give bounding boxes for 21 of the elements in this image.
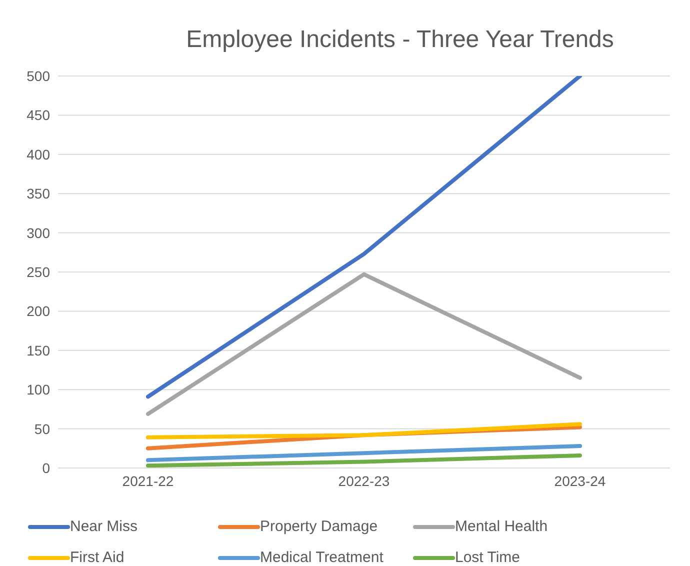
x-tick-label: 2022-23: [338, 472, 390, 489]
x-tick-label: 2023-24: [554, 472, 606, 489]
y-tick-label: 500: [26, 68, 50, 84]
legend-label: Mental Health: [455, 518, 548, 535]
y-tick-label: 300: [26, 224, 50, 241]
legend-label: First Aid: [70, 549, 124, 566]
legend-label: Property Damage: [260, 518, 378, 535]
chart-title: Employee Incidents - Three Year Trends: [185, 25, 615, 55]
y-tick-label: 200: [26, 303, 50, 320]
y-tick-label: 150: [26, 342, 50, 358]
y-tick-label: 400: [26, 146, 50, 162]
legend-label: Lost Time: [455, 549, 520, 566]
y-tick-label: 50: [34, 420, 50, 437]
y-tick-label: 450: [26, 107, 50, 124]
legend-label: Medical Treatment: [260, 549, 384, 566]
legend-label: Near Miss: [70, 518, 138, 535]
y-tick-label: 350: [26, 186, 50, 202]
y-tick-label: 100: [26, 382, 50, 398]
x-tick-label: 2021-22: [122, 472, 174, 489]
y-tick-label: 250: [26, 264, 50, 280]
y-tick-label: 0: [42, 460, 50, 476]
